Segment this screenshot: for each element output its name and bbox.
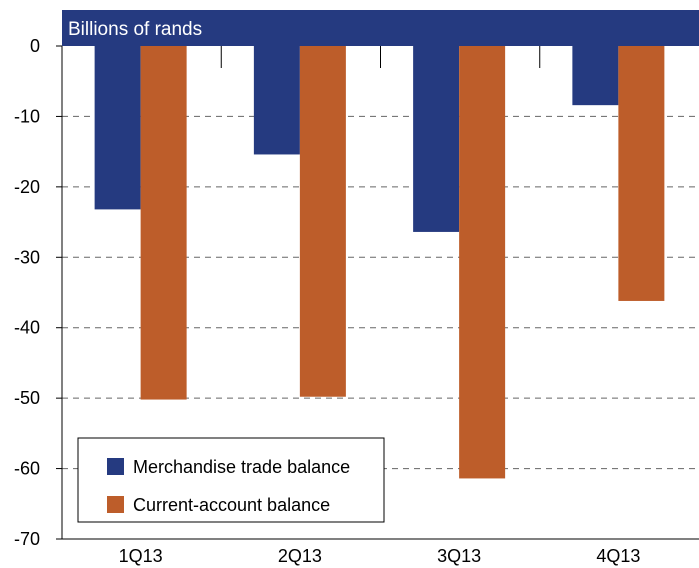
unit-label: Billions of rands xyxy=(68,19,202,40)
bar-merchandise-trade-3q13 xyxy=(413,46,460,232)
bars xyxy=(94,46,665,479)
bar-merchandise-trade-4q13 xyxy=(572,46,619,106)
y-tick-label: -70 xyxy=(14,529,40,549)
bar-current-account-4q13 xyxy=(618,46,665,301)
y-tick-label: -40 xyxy=(14,318,40,338)
x-tick-label: 1Q13 xyxy=(119,546,163,566)
y-tick-label: -20 xyxy=(14,177,40,197)
y-tick-label: -10 xyxy=(14,106,40,126)
unit-label-band xyxy=(62,10,699,46)
x-tick-label: 4Q13 xyxy=(596,546,640,566)
gridlines xyxy=(62,115,699,470)
y-tick-label: -50 xyxy=(14,388,40,408)
legend: Merchandise trade balance Current-account… xyxy=(77,437,385,523)
axes: 0 -10 -20 -30 -40 -50 -60 -70 1Q13 2Q13 3Q13 4Q13 xyxy=(14,36,699,566)
y-tick-label: 0 xyxy=(30,36,40,56)
bar-current-account-3q13 xyxy=(459,46,506,479)
legend-label-merchandise-trade: Merchandise trade balance xyxy=(133,457,350,477)
y-tick-label: -30 xyxy=(14,247,40,267)
bar-current-account-1q13 xyxy=(140,46,187,400)
legend-label-current-account: Current-account balance xyxy=(133,495,330,515)
legend-swatch-merchandise-trade xyxy=(107,458,124,475)
y-tick-label: -60 xyxy=(14,459,40,479)
x-tick-label: 3Q13 xyxy=(437,546,481,566)
legend-swatch-current-account xyxy=(107,496,124,513)
legend-box xyxy=(77,437,385,523)
x-tick-label: 2Q13 xyxy=(278,546,322,566)
bar-merchandise-trade-2q13 xyxy=(253,46,300,155)
bar-merchandise-trade-1q13 xyxy=(94,46,141,210)
bar-current-account-2q13 xyxy=(299,46,346,397)
